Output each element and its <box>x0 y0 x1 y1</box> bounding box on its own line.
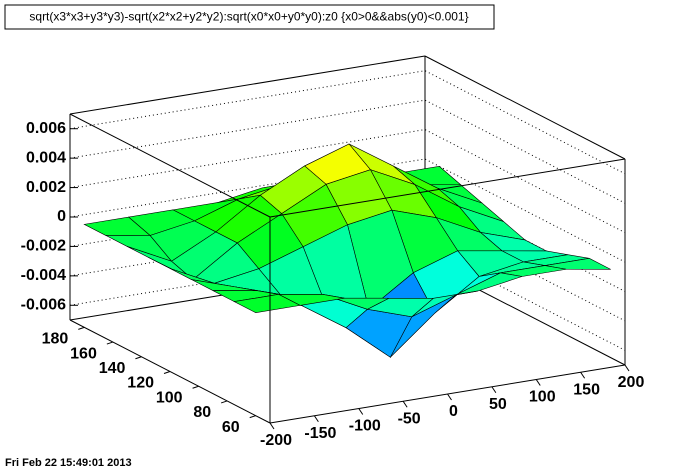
z-tick-label: 0.002 <box>26 179 66 196</box>
z-tick-label: -0.004 <box>21 267 66 284</box>
y-tick-label: 120 <box>127 375 154 392</box>
z-tick-label: 0.006 <box>26 120 66 137</box>
x-tick <box>313 415 319 423</box>
y-tick <box>163 371 171 374</box>
box-edge <box>424 55 626 160</box>
x-tick-label: -50 <box>398 410 421 427</box>
x-tick-label: 150 <box>573 381 600 398</box>
x-tick <box>535 379 541 386</box>
x-tick-label: 200 <box>618 374 645 391</box>
z-tick-label: -0.002 <box>21 238 66 255</box>
y-tick-label: 180 <box>42 331 69 348</box>
y-tick-label: 160 <box>70 345 97 362</box>
y-tick-label: 140 <box>99 360 126 377</box>
y-tick-label: 60 <box>222 419 240 436</box>
box-edge <box>269 158 626 218</box>
y-tick <box>106 341 114 345</box>
y-tick <box>192 385 199 389</box>
chart-title: sqrt(x3*x3+y3*y3)-sqrt(x2*x2+y2*y2):sqrt… <box>29 10 468 24</box>
y-tick <box>78 326 85 330</box>
z-tick-label: -0.006 <box>21 297 66 314</box>
x-tick-label: -200 <box>260 432 292 449</box>
y-tick-label: 80 <box>193 404 211 421</box>
x-tick <box>358 408 364 415</box>
y-tick <box>135 356 142 360</box>
box-edge <box>69 113 271 218</box>
z-tick-label: 0 <box>57 208 66 225</box>
x-tick <box>269 422 275 430</box>
x-tick <box>491 386 497 394</box>
y-tick <box>249 415 256 419</box>
y-tick <box>220 400 228 404</box>
title-box <box>4 4 495 30</box>
box-edge <box>69 55 426 115</box>
footer: Fri Feb 22 15:49:01 2013 <box>5 457 132 469</box>
x-tick-label: -100 <box>349 418 381 435</box>
x-tick-label: -150 <box>304 425 336 442</box>
surface-cell <box>233 294 302 313</box>
x-tick <box>624 364 630 372</box>
x-tick <box>580 371 586 379</box>
y-tick-label: 100 <box>156 389 183 406</box>
x-tick <box>402 400 408 408</box>
x-tick <box>447 393 452 401</box>
x-tick-label: 0 <box>449 403 458 420</box>
x-tick-label: 50 <box>489 396 507 413</box>
x-tick-label: 100 <box>529 389 556 406</box>
z-tick-label: 0.004 <box>26 149 66 166</box>
